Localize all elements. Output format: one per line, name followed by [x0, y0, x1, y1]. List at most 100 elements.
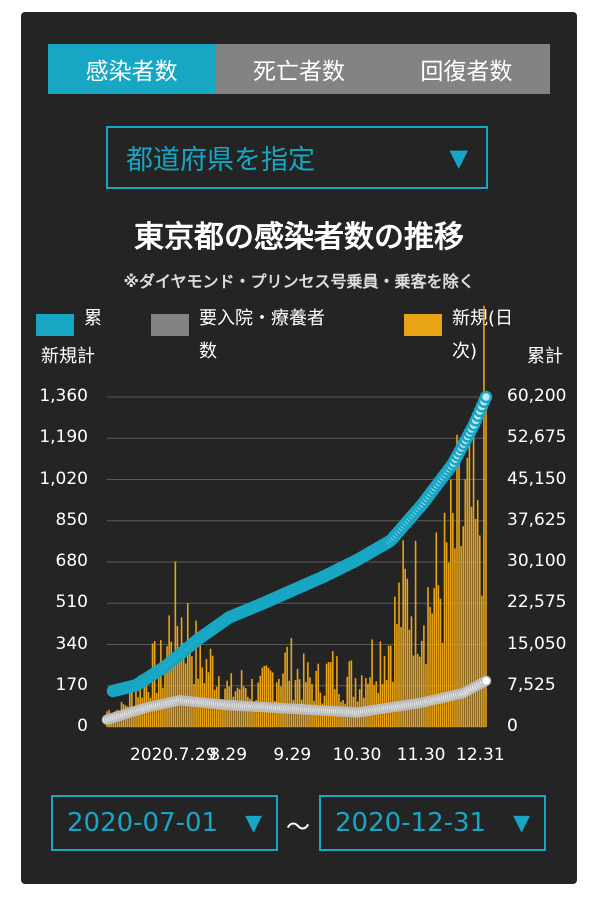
bar [174, 561, 177, 727]
chevron-down-icon: ▼ [245, 810, 262, 836]
bar [354, 678, 357, 727]
bar [429, 606, 431, 727]
right-tick-label: 22,575 [507, 592, 567, 613]
right-tick-label: 7,525 [507, 674, 556, 695]
bar [402, 540, 404, 727]
bar [201, 667, 204, 727]
bar [249, 698, 251, 727]
bar [153, 640, 156, 727]
hospitalized-point [480, 675, 492, 687]
tab-recoveries[interactable]: 回復者数 [382, 44, 550, 94]
date-from-value: 2020-07-01 [67, 808, 219, 838]
tab-infections[interactable]: 感染者数 [48, 44, 216, 94]
x-tick-label: 11.30 [396, 745, 446, 765]
x-tick-label: 12.31 [456, 745, 505, 765]
legend-swatch-hospitalized [151, 314, 189, 336]
bar [259, 675, 262, 727]
legend-cumulative[interactable]: 累 [36, 302, 102, 336]
bar [182, 642, 185, 727]
bar [365, 677, 367, 727]
bar [423, 625, 425, 727]
bar [265, 665, 268, 727]
bar [348, 661, 351, 727]
bar [414, 540, 417, 727]
bar [253, 704, 255, 727]
right-axis-label: 累計 [527, 346, 563, 367]
bar [398, 582, 400, 727]
legend-new-daily[interactable]: 新規(日 次) [404, 302, 513, 368]
bar [433, 588, 436, 727]
bar [269, 670, 272, 727]
bar [466, 457, 469, 727]
date-from-select[interactable]: 2020-07-01 ▼ [51, 795, 278, 851]
bar [267, 667, 270, 727]
legend-label-cumulative-2: 計 [77, 346, 95, 367]
bar [449, 479, 452, 727]
bar [445, 542, 448, 727]
chart-title: 東京都の感染者数の推移 [134, 220, 464, 255]
bar [462, 526, 465, 727]
date-to-select[interactable]: 2020-12-31 ▼ [319, 795, 546, 851]
left-axis-label: 新規計 [41, 342, 95, 368]
bar [118, 717, 121, 727]
bar [441, 642, 444, 727]
bar [184, 663, 187, 727]
bar [240, 670, 243, 727]
bar [387, 645, 390, 727]
right-tick-label: 52,675 [507, 427, 567, 448]
bar [309, 677, 311, 727]
bar [189, 651, 191, 727]
bar [145, 676, 148, 727]
bar [199, 640, 201, 727]
x-tick-label: 8.29 [209, 745, 248, 765]
bar [191, 656, 193, 727]
bar [454, 548, 456, 727]
bar [133, 707, 135, 727]
bar [427, 587, 429, 727]
legend-label-cumulative-1: 累 [84, 308, 102, 329]
chart-plot [101, 305, 493, 728]
right-tick-label: 15,050 [507, 633, 567, 654]
bar [180, 617, 183, 727]
bar [325, 663, 328, 727]
bar [452, 512, 454, 727]
bar [350, 660, 353, 727]
bar [282, 673, 284, 727]
bar [307, 662, 309, 727]
bar [472, 427, 475, 727]
bar [460, 546, 462, 727]
bar [255, 700, 257, 727]
bar [284, 652, 286, 727]
left-tick-label: 1,020 [39, 468, 88, 489]
bar [327, 662, 330, 727]
legend-hospitalized[interactable]: 要入院・療養者 数 [151, 302, 325, 368]
bar [166, 646, 168, 727]
date-to-value: 2020-12-31 [335, 808, 487, 838]
left-tick-label: 0 [77, 716, 88, 736]
left-tick-label: 510 [55, 592, 88, 613]
cumulative-point [479, 390, 493, 404]
right-tick-label: 30,100 [507, 551, 567, 571]
bar [478, 535, 481, 727]
right-tick-label: 0 [507, 716, 518, 736]
left-tick-label: 1,190 [39, 427, 88, 448]
bar [178, 651, 181, 727]
bar [329, 662, 332, 727]
legend-label-hospitalized-2: 数 [199, 341, 217, 362]
tab-deaths[interactable]: 死亡者数 [215, 44, 383, 94]
prefecture-select-label: 都道府県を指定 [126, 145, 315, 176]
bar [408, 629, 411, 727]
bar [273, 701, 276, 727]
bar [209, 648, 212, 727]
prefecture-select[interactable]: 都道府県を指定 ▼ [106, 126, 488, 189]
x-tick-label: 10.30 [332, 745, 382, 765]
bar [468, 426, 471, 727]
bar [139, 674, 141, 727]
bar [447, 562, 450, 727]
bar [425, 664, 427, 727]
bar [420, 640, 423, 727]
left-tick-label: 850 [55, 509, 88, 530]
bar [369, 677, 371, 727]
chevron-down-icon: ▼ [449, 143, 468, 172]
bar [481, 595, 483, 727]
